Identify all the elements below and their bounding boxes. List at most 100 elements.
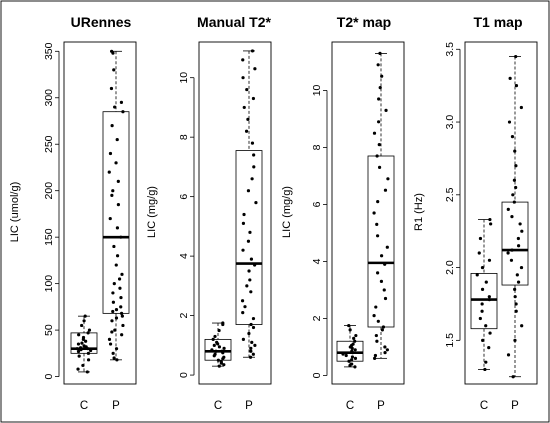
data-point <box>250 177 254 181</box>
data-point <box>119 100 124 105</box>
data-point <box>475 273 479 277</box>
data-point <box>514 185 518 190</box>
data-point <box>514 54 518 59</box>
data-point <box>254 200 258 205</box>
data-point <box>253 67 257 71</box>
x-tick-label-p: P <box>112 400 120 412</box>
data-point <box>377 97 381 101</box>
data-point <box>249 346 253 350</box>
data-point <box>222 346 226 350</box>
data-point <box>86 351 91 355</box>
data-point <box>251 96 256 101</box>
y-axis-label: R1 (Hz) <box>413 193 425 231</box>
data-point <box>81 363 85 368</box>
data-point <box>375 154 379 158</box>
data-point <box>351 342 355 346</box>
data-point <box>243 305 247 309</box>
data-point <box>480 265 485 270</box>
y-tick-label: 0 <box>178 372 190 378</box>
y-tick-label: 0 <box>43 373 55 379</box>
data-point <box>116 179 120 184</box>
data-point <box>350 358 354 362</box>
data-point <box>510 215 514 219</box>
data-point <box>111 309 115 314</box>
y-tick-label: 10 <box>311 84 323 96</box>
data-point <box>381 325 386 329</box>
data-point <box>222 363 226 367</box>
data-point <box>107 170 111 174</box>
data-point <box>372 131 377 135</box>
y-tick-label: 0 <box>311 372 323 378</box>
box-P <box>235 150 263 325</box>
data-point <box>484 280 488 284</box>
data-point <box>112 282 116 286</box>
data-point <box>506 207 510 211</box>
data-point <box>111 189 115 193</box>
data-point <box>119 311 124 315</box>
y-tick-label: 2.5 <box>444 187 456 202</box>
data-point <box>112 356 116 360</box>
data-point <box>110 124 114 128</box>
data-point <box>242 212 246 217</box>
data-point <box>251 316 256 321</box>
data-point <box>350 362 354 366</box>
data-point <box>487 295 491 299</box>
data-point <box>386 177 390 181</box>
data-point <box>350 349 354 353</box>
data-point <box>488 331 492 335</box>
data-point <box>217 364 221 368</box>
data-point <box>118 286 122 290</box>
data-point <box>514 309 518 313</box>
x-tick-label-c: C <box>80 400 88 412</box>
data-point <box>376 271 380 275</box>
data-point <box>83 314 87 318</box>
data-point <box>506 353 511 357</box>
data-point <box>119 305 123 309</box>
y-tick-label: 100 <box>43 275 55 293</box>
data-point <box>385 245 389 249</box>
data-point <box>487 297 492 302</box>
data-point <box>353 365 357 369</box>
data-point <box>86 331 90 335</box>
y-tick-label: 4 <box>311 258 323 264</box>
data-point <box>507 120 512 124</box>
data-point <box>240 299 245 303</box>
y-tick-label: 50 <box>43 324 55 336</box>
data-point <box>375 339 379 343</box>
data-point <box>77 354 81 358</box>
data-point <box>107 337 112 341</box>
y-tick-label: 1.5 <box>444 333 456 348</box>
data-point <box>111 291 115 295</box>
data-point <box>253 343 257 347</box>
data-point <box>477 251 481 255</box>
data-point <box>116 203 121 207</box>
data-point <box>76 342 81 346</box>
data-point <box>383 188 388 192</box>
data-point <box>372 211 376 215</box>
data-point <box>241 248 245 252</box>
data-point <box>217 345 222 349</box>
data-point <box>516 244 521 248</box>
data-point <box>109 86 114 91</box>
box-P <box>102 111 130 314</box>
data-point <box>378 51 382 56</box>
data-point <box>115 358 119 362</box>
data-point <box>511 375 515 379</box>
data-point <box>377 143 381 147</box>
panel-manual-t2star: Manual T2* LIC (mg/g) 0 2 4 6 8 10 C P <box>146 14 272 412</box>
data-point <box>114 316 119 320</box>
data-point <box>354 333 358 338</box>
y-axis: 0 2 4 6 8 10 <box>311 84 328 378</box>
y-axis-label: LIC (mg/g) <box>146 186 158 238</box>
data-point <box>114 161 118 165</box>
data-point <box>213 352 217 356</box>
data-point <box>108 151 113 156</box>
data-point <box>487 258 492 262</box>
data-point <box>81 335 86 340</box>
data-point <box>241 311 245 315</box>
box-C <box>336 340 364 362</box>
plot-frame <box>464 41 538 385</box>
data-point <box>241 337 245 341</box>
data-point <box>76 349 81 354</box>
data-point <box>120 333 124 337</box>
